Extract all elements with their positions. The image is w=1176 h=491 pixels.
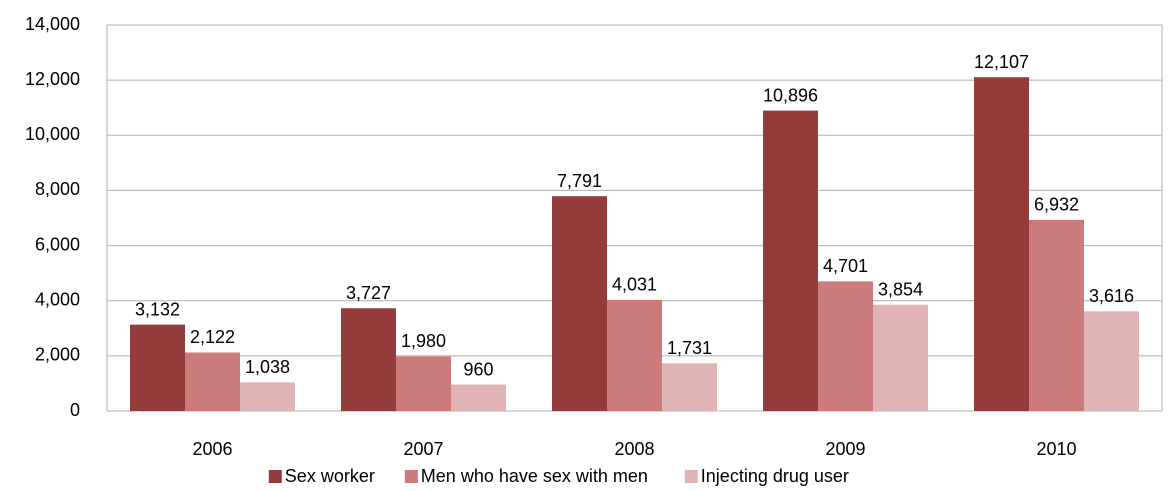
bar — [763, 110, 818, 411]
y-tick-label: 10,000 — [25, 124, 80, 144]
y-tick-label: 14,000 — [25, 14, 80, 34]
x-tick-label: 2009 — [825, 439, 865, 459]
bar — [130, 324, 185, 411]
bar — [974, 77, 1029, 411]
y-tick-label: 12,000 — [25, 69, 80, 89]
bar — [552, 196, 607, 411]
value-label: 3,616 — [1089, 286, 1134, 306]
y-tick-label: 0 — [70, 400, 80, 420]
value-label: 10,896 — [763, 85, 818, 105]
value-label: 960 — [463, 359, 493, 379]
legend-swatch — [684, 470, 698, 483]
legend-swatch — [268, 470, 282, 483]
value-label: 12,107 — [974, 52, 1029, 72]
bar — [185, 352, 240, 411]
y-tick-label: 8,000 — [35, 179, 80, 199]
y-tick-label: 6,000 — [35, 234, 80, 254]
legend-label: Injecting drug user — [701, 466, 849, 486]
legend-label: Men who have sex with men — [421, 466, 648, 486]
bar — [873, 304, 928, 411]
value-label: 7,791 — [557, 171, 602, 191]
x-tick-label: 2008 — [614, 439, 654, 459]
legend-swatch — [404, 470, 418, 483]
bar — [1084, 311, 1139, 411]
legend-label: Sex worker — [285, 466, 375, 486]
value-label: 2,122 — [190, 327, 235, 347]
x-tick-label: 2006 — [192, 439, 232, 459]
x-tick-label: 2010 — [1036, 439, 1076, 459]
value-label: 1,731 — [667, 338, 712, 358]
y-tick-label: 2,000 — [35, 345, 80, 365]
value-label: 3,727 — [346, 283, 391, 303]
y-tick-label: 4,000 — [35, 289, 80, 309]
bar — [451, 384, 506, 411]
x-tick-label: 2007 — [403, 439, 443, 459]
value-label: 4,031 — [612, 275, 657, 295]
bar — [662, 363, 717, 411]
bar — [818, 281, 873, 411]
value-label: 3,854 — [878, 279, 923, 299]
bar — [341, 308, 396, 411]
value-label: 1,980 — [401, 331, 446, 351]
bar — [396, 356, 451, 411]
value-label: 4,701 — [823, 256, 868, 276]
bar — [607, 299, 662, 411]
value-label: 6,932 — [1034, 195, 1079, 215]
value-label: 3,132 — [135, 299, 180, 319]
bar — [1029, 219, 1084, 411]
value-label: 1,038 — [245, 357, 290, 377]
bar — [240, 382, 295, 411]
